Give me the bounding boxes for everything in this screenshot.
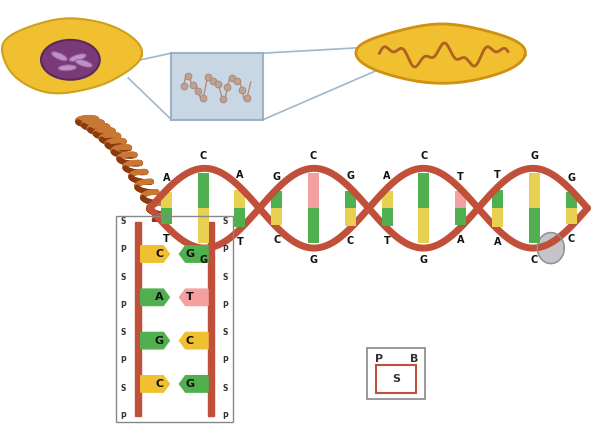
Bar [141,222,208,416]
Bar [171,53,263,120]
Text: G: G [346,171,354,181]
Bar [455,191,466,208]
Text: C: C [273,235,280,245]
Text: G: G [273,172,281,182]
Text: S: S [223,328,228,338]
FancyArrow shape [141,246,170,262]
Text: P: P [222,300,228,310]
Bar [419,208,430,243]
Text: C: C [155,379,163,389]
Bar [382,208,393,226]
Bar [382,190,393,208]
Text: S: S [392,374,400,384]
Bar [198,208,209,243]
Bar [271,191,282,208]
Polygon shape [2,19,142,93]
Text: S: S [121,217,126,226]
FancyArrow shape [179,332,208,349]
FancyArrow shape [179,246,208,262]
Text: C: C [155,249,163,259]
Bar [565,192,577,208]
Bar [367,348,425,399]
Ellipse shape [58,65,76,71]
Ellipse shape [51,52,67,61]
Ellipse shape [41,40,100,80]
Text: A: A [155,292,163,302]
Text: C: C [567,234,575,244]
Bar [345,190,356,208]
Bar [208,222,214,416]
Bar [234,208,245,227]
Text: P: P [375,354,382,364]
FancyArrow shape [141,376,170,392]
Polygon shape [356,24,525,83]
Text: G: G [155,336,164,346]
Text: C: C [200,151,207,161]
Text: C: C [347,236,354,246]
Bar [308,208,319,243]
Ellipse shape [69,54,86,62]
Text: A: A [457,235,465,245]
FancyArrow shape [141,289,170,306]
FancyArrow shape [141,332,170,349]
FancyArrow shape [179,289,208,306]
Text: G: G [567,173,575,183]
Text: C: C [420,151,428,161]
Text: C: C [185,336,193,346]
Text: S: S [121,273,126,282]
FancyArrow shape [179,376,208,392]
Bar [345,208,356,226]
Text: S: S [223,217,228,226]
Text: A: A [494,237,501,247]
Bar [271,208,282,225]
Text: S: S [223,384,228,393]
Text: T: T [494,170,501,180]
Text: S: S [223,273,228,282]
Bar [419,173,430,208]
Text: T: T [384,236,390,246]
Bar [529,173,540,208]
Ellipse shape [75,59,92,67]
Text: C: C [531,256,538,265]
Text: A: A [383,171,391,181]
Text: G: G [185,379,194,389]
Text: P: P [121,300,127,310]
Text: S: S [121,384,126,393]
Bar [308,173,319,208]
Text: T: T [163,234,170,244]
Text: P: P [121,245,127,254]
Bar [161,208,172,224]
Bar [161,192,172,208]
Bar [492,208,503,227]
Bar [529,208,540,243]
Text: S: S [121,328,126,338]
Bar [234,190,245,208]
Bar [135,222,141,416]
Bar [492,190,503,208]
Text: T: T [457,172,464,182]
Text: P: P [222,412,228,421]
Text: G: G [310,256,318,265]
Text: G: G [199,256,207,265]
Text: G: G [420,256,428,265]
Text: P: P [121,412,127,421]
Bar [455,208,466,225]
Text: P: P [121,356,127,365]
Bar [116,216,233,422]
Text: A: A [163,173,170,183]
Text: G: G [185,249,194,259]
Text: P: P [222,356,228,365]
Polygon shape [537,233,564,264]
Text: A: A [236,170,244,180]
Text: C: C [310,151,317,161]
Bar [198,173,209,208]
Bar [376,365,416,393]
Text: B: B [409,354,418,364]
Text: T: T [185,292,193,302]
Text: G: G [531,151,539,161]
Text: P: P [222,245,228,254]
Bar [565,208,577,224]
Text: T: T [237,237,244,247]
